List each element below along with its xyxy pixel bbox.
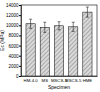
y-tick-mark xyxy=(19,76,21,77)
y-tick-mark xyxy=(19,66,21,67)
y-tick-label: 8000 xyxy=(8,33,19,38)
y-tick: 14000 xyxy=(6,3,21,8)
error-bar xyxy=(58,22,61,30)
x-axis: HM-4.0MSMSCS-3MSCS-5HME xyxy=(22,76,98,83)
y-tick-mark xyxy=(19,5,21,6)
error-bar xyxy=(29,19,32,28)
error-cap xyxy=(86,7,89,8)
x-tick-label: MSCS-5 xyxy=(65,78,82,83)
error-stem xyxy=(44,22,45,32)
y-tick-label: 14000 xyxy=(6,3,19,8)
y-tick: 12000 xyxy=(6,13,21,18)
y-tick-mark xyxy=(19,46,21,47)
error-cap xyxy=(86,17,89,18)
y-tick: 2000 xyxy=(8,64,21,69)
error-cap xyxy=(43,22,46,23)
y-tick-label: 10000 xyxy=(6,23,19,28)
x-axis-title: Specimen xyxy=(48,84,70,90)
y-axis-title: Eᴄ (MPa) xyxy=(0,30,5,51)
y-tick-mark xyxy=(19,25,21,26)
y-axis: 0 2000 4000 6000 8000 10000 12000 14000 xyxy=(6,3,22,79)
y-tick: 4000 xyxy=(8,54,21,59)
x-tick: MSCS-5 xyxy=(65,76,82,83)
y-tick-label: 4000 xyxy=(8,54,19,59)
error-stem xyxy=(87,7,88,17)
y-tick: 8000 xyxy=(8,33,21,38)
plot-frame xyxy=(21,5,97,76)
error-stem xyxy=(73,22,74,31)
bars xyxy=(26,7,92,76)
error-cap xyxy=(43,32,46,33)
error-bar xyxy=(86,7,89,17)
bar xyxy=(69,27,78,76)
error-cap xyxy=(72,31,75,32)
error-stem xyxy=(59,22,60,30)
y-tick-label: 0 xyxy=(16,74,19,79)
x-tick-label: HM-4.0 xyxy=(24,78,39,83)
bar xyxy=(26,24,35,76)
y-tick-mark xyxy=(19,35,21,36)
error-bar xyxy=(72,22,75,31)
y-tick: 0 xyxy=(16,74,21,79)
bar xyxy=(54,26,63,76)
plot: 02000400060008000100001200014000HM-4.0MS… xyxy=(6,3,98,83)
error-cap xyxy=(72,22,75,23)
error-cap xyxy=(29,28,32,29)
x-tick: MS xyxy=(42,76,49,83)
x-tick: HM-4.0 xyxy=(24,76,39,83)
y-tick: 10000 xyxy=(6,23,21,28)
chart: 02000400060008000100001200014000HM-4.0MS… xyxy=(0,0,100,92)
x-tick-label: MS xyxy=(42,78,49,83)
error-cap xyxy=(58,29,61,30)
y-tick-label: 12000 xyxy=(6,13,19,18)
y-tick-label: 2000 xyxy=(8,64,19,69)
bar xyxy=(83,12,92,76)
y-tick-mark xyxy=(19,15,21,16)
x-tick-label: HME xyxy=(83,78,93,83)
y-tick-label: 6000 xyxy=(8,44,19,49)
y-tick-mark xyxy=(19,56,21,57)
error-stem xyxy=(30,19,31,28)
x-axis-line xyxy=(22,76,98,77)
x-tick: HME xyxy=(83,76,93,83)
error-cap xyxy=(29,19,32,20)
y-axis-line xyxy=(19,6,22,77)
y-tick: 6000 xyxy=(8,44,21,49)
error-bar xyxy=(43,22,46,32)
bar xyxy=(40,27,49,76)
error-cap xyxy=(58,21,61,22)
